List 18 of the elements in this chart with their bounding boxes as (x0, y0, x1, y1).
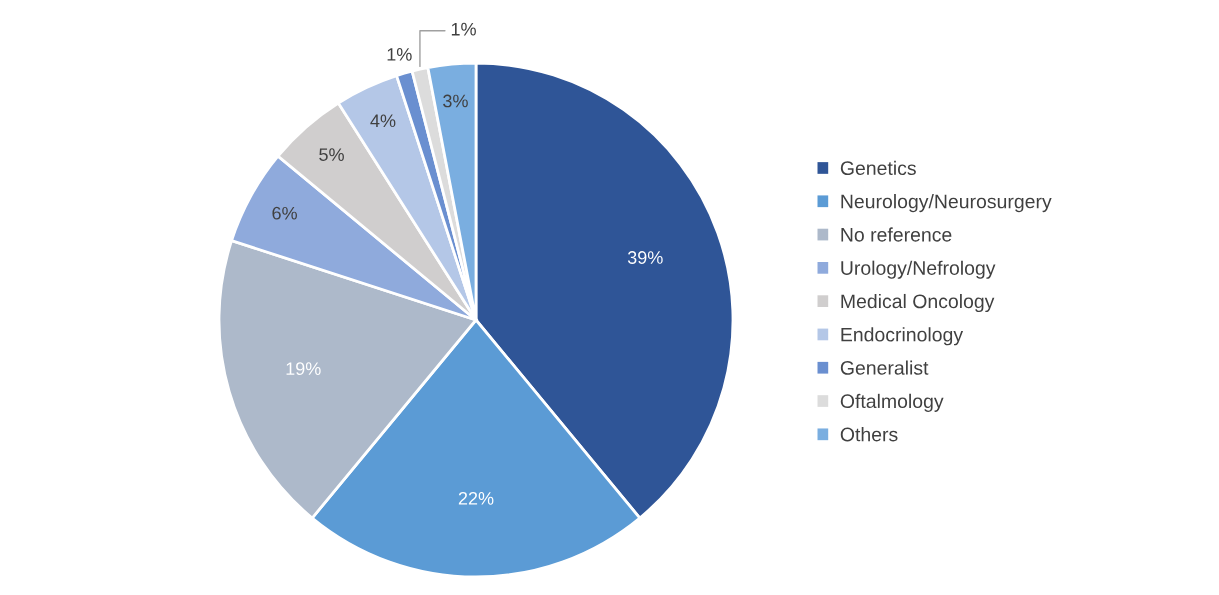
legend-label: Generalist (840, 360, 929, 375)
legend-label: Oftalmology (840, 393, 944, 412)
legend-label: Medical Oncology (841, 293, 995, 313)
legend-label: Neurology/Neurosurgery (841, 194, 1052, 213)
data-label: 3% (443, 94, 468, 108)
legend-label: Endocrinology (841, 327, 964, 346)
data-label: 22% (458, 491, 494, 505)
data-label: 4% (370, 114, 396, 128)
data-label: 5% (319, 148, 344, 161)
legend-label: Genetics (840, 160, 916, 176)
data-label: 39% (627, 251, 663, 264)
data-label: 1% (387, 48, 412, 61)
legend-label: Urology/Nefrology (841, 260, 996, 279)
data-label: 1% (451, 22, 476, 36)
legend-label: No reference (841, 227, 952, 242)
data-label: 19% (286, 362, 321, 376)
data-label: 6% (272, 206, 297, 220)
legend-label: Others (840, 427, 898, 442)
